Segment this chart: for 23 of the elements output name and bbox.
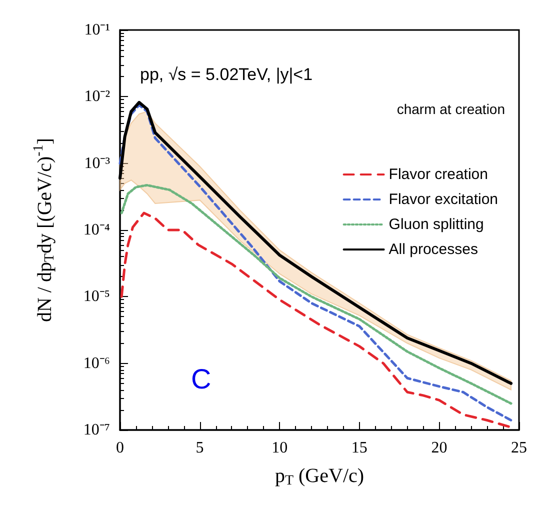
y-tick-label: 10⁻⁵ [83,288,110,306]
annotation: C [191,364,212,394]
y-tick-label: 10⁻² [84,88,110,106]
x-tick-label: 15 [351,440,368,456]
line-series [120,212,512,428]
y-tick-label: 10⁻³ [84,154,110,172]
y-tick-label: 10⁻¹ [84,22,110,38]
y-tick-label: 10⁻⁴ [83,222,110,238]
y-axis-title: dN / dpTdy [(GeV/c)-1] [32,138,58,322]
legend-label: Flavor excitation [388,191,498,208]
x-tick-label: 25 [511,440,527,456]
line-series [120,184,512,405]
y-tick-label: 10⁻⁷ [83,422,110,438]
legend-label: Gluon splitting [388,216,484,233]
x-tick-label: 5 [196,440,204,456]
x-tick-label: 10 [272,440,288,456]
legend-label: All processes [388,241,478,258]
annotation: charm at creation [396,101,506,117]
x-tick-label: 0 [116,440,124,456]
legend-label: Flavor creation [388,166,488,183]
annotation: pp, √s = 5.02TeV, |y|<1 [140,65,313,84]
y-tick-label: 10⁻⁶ [83,354,110,372]
x-tick-label: 20 [431,440,448,456]
